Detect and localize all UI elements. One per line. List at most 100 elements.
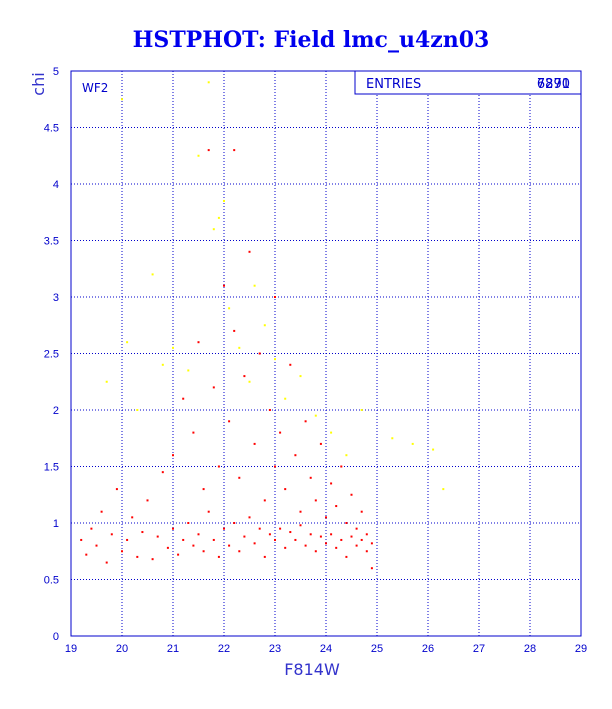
data-point (115, 488, 118, 491)
data-point (253, 542, 256, 545)
data-point (304, 420, 307, 423)
y-tick-label: 1.5 (44, 462, 59, 474)
data-point (223, 284, 225, 287)
data-point (126, 538, 129, 541)
data-point (187, 522, 190, 524)
data-point (263, 324, 266, 327)
stats-box-value-2: 6870 (537, 77, 570, 92)
y-tick-labels: 0 0.5 1 1.5 2 2.5 3 3.5 4 4.5 5 (44, 66, 59, 643)
data-point (314, 414, 317, 417)
data-point (233, 522, 236, 524)
data-point (212, 228, 215, 231)
data-point (335, 505, 338, 508)
data-point (268, 533, 271, 536)
data-point (238, 476, 241, 479)
data-point (228, 544, 231, 547)
data-point (90, 527, 93, 530)
data-point (345, 454, 348, 457)
data-point (299, 375, 302, 378)
data-point (263, 555, 266, 558)
data-point (233, 329, 236, 332)
data-point (207, 149, 210, 152)
x-tick-label: 19 (65, 643, 77, 655)
data-point (360, 510, 363, 513)
data-point (110, 533, 113, 536)
data-point (243, 535, 246, 538)
data-point (360, 538, 363, 541)
data-point (350, 493, 353, 496)
data-point (161, 363, 164, 366)
data-point (365, 533, 368, 536)
y-tick-label: 0 (53, 631, 59, 643)
data-point (161, 471, 164, 474)
x-axis-label: F814W (284, 660, 340, 679)
data-point (258, 352, 261, 355)
data-point (319, 535, 322, 538)
data-point (228, 420, 231, 423)
data-point (217, 216, 220, 219)
data-point (360, 409, 363, 411)
data-point (121, 550, 123, 553)
stats-box-value-1: 7291 (537, 77, 570, 92)
series-0 (80, 149, 373, 570)
data-point (217, 555, 220, 558)
data-point (217, 465, 220, 468)
data-point (274, 358, 276, 361)
x-tick-label: 23 (269, 643, 281, 655)
data-point (325, 516, 327, 519)
data-point (274, 296, 276, 298)
panel-tag: WF2 (82, 81, 108, 95)
data-point (370, 542, 373, 545)
data-point (345, 555, 348, 558)
x-tick-label: 26 (422, 643, 434, 655)
data-point (319, 442, 322, 445)
stats-box-label: ENTRIES (366, 77, 421, 92)
data-point (370, 567, 373, 570)
data-point (172, 454, 174, 457)
data-point (238, 346, 241, 349)
data-point (202, 488, 205, 491)
data-point (253, 284, 256, 287)
x-tick-label: 24 (320, 643, 332, 655)
x-tick-label: 21 (167, 643, 179, 655)
data-point (294, 538, 297, 541)
series-1 (105, 81, 445, 491)
data-point (345, 522, 348, 524)
data-point (294, 454, 297, 457)
x-tick-label: 27 (473, 643, 485, 655)
data-point (105, 380, 108, 383)
data-point (151, 558, 154, 561)
data-point (304, 544, 307, 547)
data-point (309, 533, 312, 536)
data-point (248, 380, 251, 383)
data-point (350, 535, 353, 538)
y-tick-label: 1 (53, 518, 59, 530)
data-point (284, 397, 287, 400)
data-point (274, 538, 276, 541)
data-point (355, 527, 358, 530)
data-point (228, 307, 231, 310)
data-point (212, 538, 215, 541)
data-point (284, 546, 287, 549)
data-point (182, 397, 185, 400)
grid (70, 70, 582, 637)
data-point (299, 524, 302, 527)
data-point (289, 363, 292, 366)
data-point (172, 346, 174, 349)
y-axis-label: chi (29, 72, 48, 95)
data-point (85, 553, 88, 556)
data-point (146, 499, 149, 502)
data-point (289, 531, 292, 534)
data-point (233, 149, 236, 152)
data-point (187, 369, 190, 372)
data-point (411, 442, 414, 445)
data-point (192, 431, 195, 434)
data-point (166, 546, 169, 549)
data-point (391, 437, 394, 440)
data-point (355, 544, 358, 547)
data-point (197, 341, 200, 344)
data-point (274, 465, 276, 468)
data-point (136, 555, 139, 558)
data-point (330, 533, 333, 536)
